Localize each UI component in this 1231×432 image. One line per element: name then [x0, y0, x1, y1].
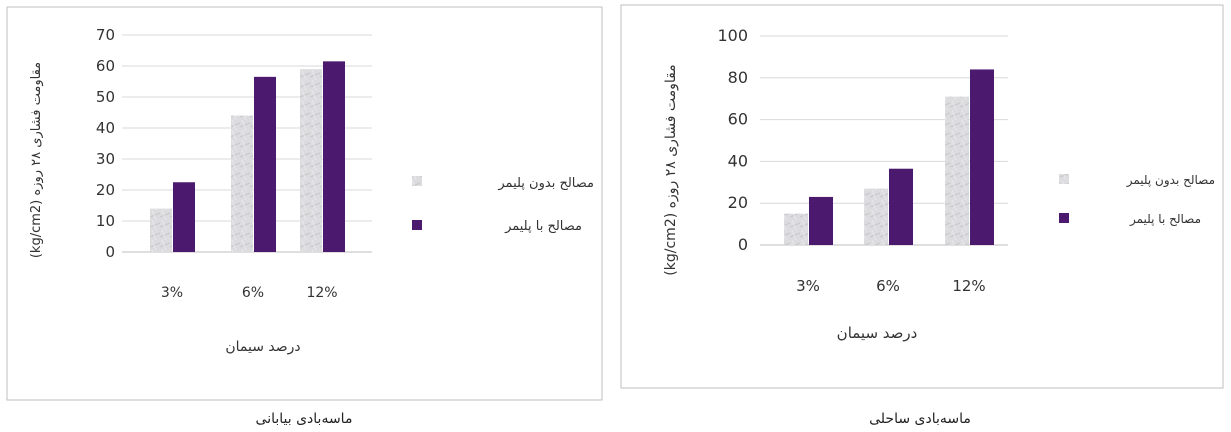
bar-with-polymer [173, 182, 195, 252]
bar-without-polymer [784, 213, 808, 245]
caption-coastal-sand: ماسه‌بادی ساحلی [869, 411, 971, 427]
x-tick-label: 6% [242, 285, 264, 301]
y-tick-label: 40 [96, 119, 115, 137]
caption-desert-sand: ماسه‌بادی بیابانی [256, 411, 353, 427]
y-tick-label: 0 [105, 243, 115, 261]
bar-without-polymer [945, 96, 969, 245]
bar-without-polymer [150, 208, 172, 252]
y-axis-label: (kg/cm2) مقاومت فشاری ۲۸ روزه [29, 62, 44, 258]
y-tick-label: 60 [96, 57, 115, 75]
legend-swatch-without-polymer [412, 176, 422, 186]
legend-swatch-without-polymer [1059, 174, 1069, 184]
y-tick-label: 70 [96, 26, 115, 44]
bar-without-polymer [231, 115, 253, 252]
x-tick-label: 12% [952, 277, 985, 295]
y-tick-label: 40 [728, 151, 748, 170]
x-tick-labels: 3% 6% 12% [796, 277, 986, 295]
x-tick-label: 6% [876, 277, 900, 295]
x-tick-label: 3% [161, 285, 183, 301]
y-tick-label: 50 [96, 88, 115, 106]
chart-desert-sand: 0 10 20 30 40 50 60 70 3% 6% 12% (kg/cm2) مقاومت … [6, 6, 603, 401]
bar-with-polymer [323, 61, 345, 252]
bar-without-polymer [300, 69, 322, 252]
y-tick-label: 100 [717, 26, 748, 45]
bars [784, 69, 994, 245]
y-tick-label: 0 [738, 235, 748, 254]
chart-frame [620, 4, 1224, 389]
bar-with-polymer [254, 76, 276, 252]
x-axis-label: درصد سیمان [837, 324, 918, 342]
bar-with-polymer [889, 168, 913, 245]
y-tick-labels: 0 10 20 30 40 50 60 70 [96, 26, 115, 261]
y-tick-label: 80 [728, 68, 748, 87]
legend-label-with-polymer: مصالح با پلیمر [504, 219, 582, 234]
legend-label-with-polymer: مصالح با پلیمر [1129, 212, 1201, 227]
legend-label-without-polymer: مصالح بدون پلیمر [497, 176, 594, 191]
legend-label-without-polymer: مصالح بدون پلیمر [1126, 173, 1215, 188]
y-tick-label: 30 [96, 150, 115, 168]
y-tick-label: 60 [728, 110, 748, 129]
legend-swatch-with-polymer [412, 220, 422, 230]
y-tick-label: 20 [728, 193, 748, 212]
y-tick-label: 20 [96, 181, 115, 199]
x-tick-labels: 3% 6% 12% [161, 285, 338, 301]
y-axis-label: (kg/cm2) مقاومت فشاری ۲۸ روزه [663, 64, 679, 275]
bar-without-polymer [864, 188, 888, 245]
x-tick-label: 3% [796, 277, 820, 295]
y-tick-labels: 0 20 40 60 80 100 [717, 26, 748, 254]
chart-coastal-sand: 0 20 40 60 80 100 3% 6% 12% (kg/cm2) مقاومت فشا… [620, 4, 1224, 389]
y-tick-label: 10 [96, 212, 115, 230]
x-axis-label: درصد سیمان [225, 339, 300, 355]
x-tick-label: 12% [306, 285, 337, 301]
legend-swatch-with-polymer [1059, 213, 1069, 223]
bar-with-polymer [970, 69, 994, 245]
bars [150, 61, 345, 252]
bar-with-polymer [809, 196, 833, 245]
